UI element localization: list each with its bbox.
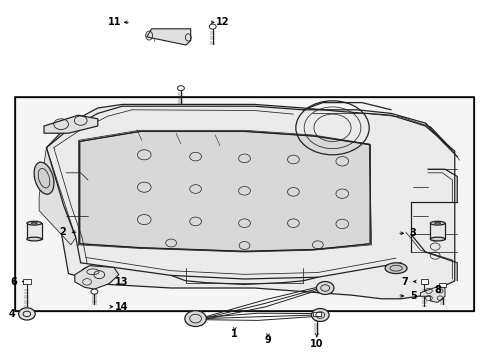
Text: 6: 6: [10, 276, 17, 287]
Text: 5: 5: [409, 291, 416, 301]
Bar: [15, 97, 473, 311]
Text: 12: 12: [215, 17, 229, 27]
Text: 1: 1: [231, 329, 238, 339]
Ellipse shape: [429, 221, 444, 225]
Text: 8: 8: [433, 285, 440, 295]
Text: 14: 14: [114, 302, 128, 312]
Polygon shape: [438, 283, 446, 287]
Polygon shape: [420, 279, 427, 284]
Circle shape: [19, 308, 35, 320]
Circle shape: [311, 309, 328, 321]
Text: 10: 10: [309, 339, 323, 349]
Text: 13: 13: [114, 276, 128, 287]
Ellipse shape: [429, 237, 444, 241]
Polygon shape: [23, 279, 31, 284]
Text: 2: 2: [59, 227, 66, 237]
Ellipse shape: [34, 162, 54, 194]
Circle shape: [184, 311, 206, 327]
Circle shape: [316, 282, 333, 294]
Text: 4: 4: [9, 309, 16, 319]
Ellipse shape: [82, 266, 104, 277]
Text: 9: 9: [264, 335, 271, 345]
Polygon shape: [44, 115, 98, 133]
Text: 11: 11: [108, 17, 122, 27]
Polygon shape: [420, 287, 444, 302]
Polygon shape: [80, 131, 369, 251]
Text: 7: 7: [401, 276, 407, 287]
Polygon shape: [312, 312, 320, 316]
Polygon shape: [146, 29, 190, 45]
Bar: [429, 223, 444, 239]
Ellipse shape: [27, 221, 41, 225]
Ellipse shape: [27, 237, 41, 241]
Circle shape: [91, 289, 98, 294]
Text: 3: 3: [409, 228, 416, 238]
Circle shape: [209, 24, 216, 29]
Bar: [15, 97, 473, 311]
Bar: [27, 223, 41, 239]
Polygon shape: [39, 148, 76, 245]
Ellipse shape: [385, 263, 406, 274]
Circle shape: [177, 86, 184, 91]
Polygon shape: [75, 266, 119, 289]
Polygon shape: [46, 104, 454, 299]
